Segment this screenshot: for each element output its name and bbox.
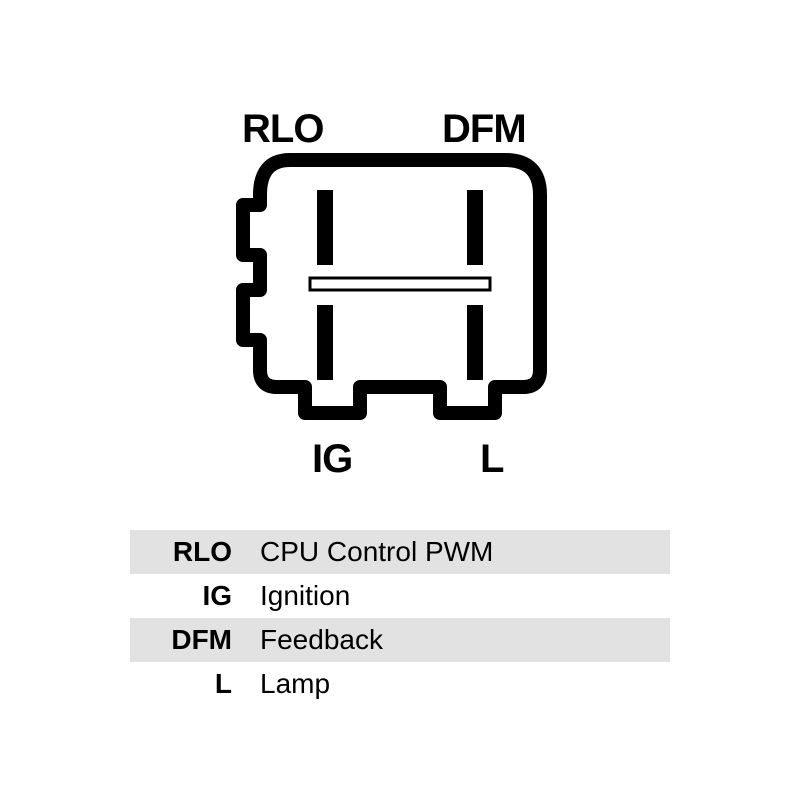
pin-bottom-right: [467, 305, 483, 380]
legend-key: L: [130, 668, 250, 700]
legend-row: DFM Feedback: [130, 618, 670, 662]
legend-row: RLO CPU Control PWM: [130, 530, 670, 574]
legend-value: CPU Control PWM: [250, 536, 670, 568]
legend-value: Ignition: [250, 580, 670, 612]
label-dfm: DFM: [442, 107, 526, 152]
label-ig: IG: [312, 437, 352, 482]
label-l: L: [480, 437, 503, 482]
label-rlo: RLO: [242, 107, 323, 152]
legend-table: RLO CPU Control PWM IG Ignition DFM Feed…: [130, 530, 670, 706]
pin-top-right: [467, 190, 483, 265]
legend-key: RLO: [130, 536, 250, 568]
legend-row: L Lamp: [130, 662, 670, 706]
legend-row: IG Ignition: [130, 574, 670, 618]
legend-value: Feedback: [250, 624, 670, 656]
pin-top-left: [317, 190, 333, 265]
pin-bottom-left: [317, 305, 333, 380]
connector-svg: [195, 115, 605, 485]
legend-key: IG: [130, 580, 250, 612]
center-slot: [310, 278, 490, 290]
legend-value: Lamp: [250, 668, 670, 700]
connector-diagram: RLO DFM IG L: [195, 115, 605, 485]
legend-key: DFM: [130, 624, 250, 656]
